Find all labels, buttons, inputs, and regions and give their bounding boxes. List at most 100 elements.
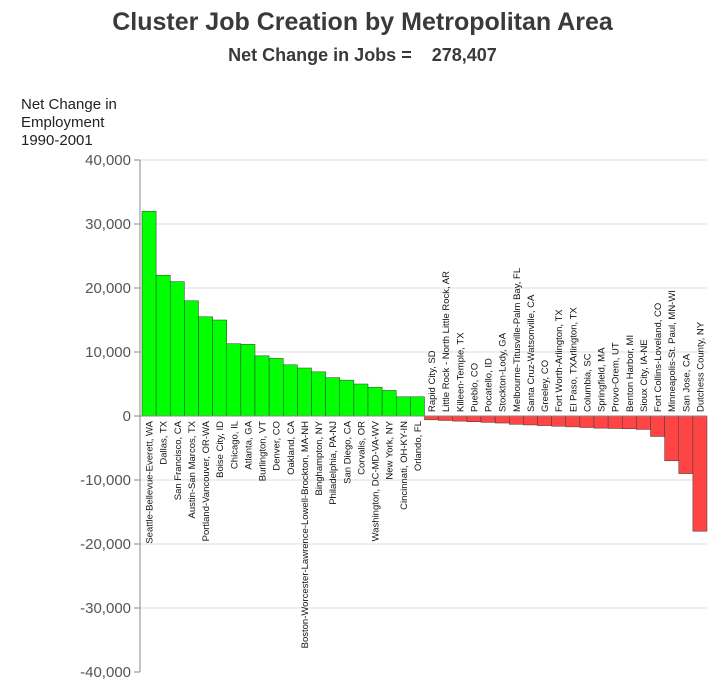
y-tick-label: -30,000 [80, 600, 131, 617]
category-label: Orlando, FL [413, 421, 424, 471]
category-label: Corvalis, OR [356, 421, 367, 475]
category-label: Benton Harbor, MI [625, 335, 636, 412]
bar [311, 371, 326, 417]
bar [268, 358, 284, 417]
y-tick-label: -20,000 [80, 536, 131, 553]
bar [141, 210, 157, 417]
chart-title: Cluster Job Creation by Metropolitan Are… [112, 8, 613, 36]
y-tick-label: -10,000 [80, 472, 131, 489]
bar [537, 415, 552, 426]
y-tick-labels: 40,000 30,000 20,000 10,000 0 -10,000 -20,000 -… [80, 152, 131, 681]
bar [170, 281, 185, 417]
bar [240, 344, 256, 417]
axes [134, 159, 707, 673]
category-label: Minneapolis-St. Paul, MN-WI [667, 290, 678, 412]
bar [607, 415, 623, 429]
category-label: Philadelphia, PA-NJ [328, 421, 339, 505]
category-label: Denver, CO [272, 421, 283, 471]
bar [692, 415, 708, 532]
bar [438, 415, 453, 421]
bar [480, 415, 496, 423]
category-label: Chicago, IL [229, 421, 240, 469]
category-label: San Jose, CA [681, 353, 692, 412]
category-label: Pueblo, CO [469, 363, 480, 412]
category-label: San Francisco, CA [173, 420, 184, 500]
bar [283, 364, 298, 417]
category-label: Stockton-Lody, GA [498, 332, 509, 412]
bar [381, 390, 397, 417]
y-tick-label: 0 [123, 408, 131, 425]
category-label: Fort Collins-Loveland, CO [653, 303, 664, 412]
bar [523, 415, 538, 426]
bar [650, 415, 665, 437]
category-label: Pocatello, ID [484, 358, 495, 412]
category-label: Dutchess County, NY [695, 321, 706, 412]
category-label: Boise City, ID [215, 421, 226, 478]
category-label: Little Rock - North Little Rock, AR [441, 271, 452, 412]
category-label: Fort Worth-Arlington, TX [554, 309, 565, 412]
category-label: Dallas, TX [159, 420, 170, 464]
y-tick-label: 40,000 [85, 152, 131, 169]
category-label: Columbia, SC [582, 353, 593, 412]
category-label: Washington, DC-MD-VA-WV [371, 420, 382, 541]
bar [424, 415, 439, 421]
category-label: Santa Cruz-Watsonville, CA [526, 294, 537, 412]
bar [466, 415, 482, 423]
bar [198, 316, 213, 417]
category-label: Seattle-Bellevue-Everett, WA [145, 420, 156, 543]
category-label: Sioux City, IA-NE [639, 339, 650, 412]
bar [565, 415, 581, 428]
bar [494, 415, 510, 424]
category-label: Portland-Vancouver, OR-WA [201, 420, 212, 541]
bar [410, 396, 425, 417]
bar [254, 355, 270, 417]
y-tick-label: 30,000 [85, 216, 131, 233]
category-label: New York, NY [385, 420, 396, 479]
y-tick-label: -40,000 [80, 664, 131, 681]
bar [297, 367, 312, 417]
category-label: Austin-San Marcos, TX [187, 420, 198, 518]
y-axis-label: Net Change in Employment 1990-2001 [21, 96, 117, 150]
bar [212, 319, 227, 417]
bar [339, 379, 355, 417]
category-label: Provo-Orem, UT [611, 342, 622, 412]
y-axis-label-line: 1990-2001 [21, 132, 93, 149]
category-label: Oakland, CA [286, 420, 297, 475]
category-label: Greeley, CO [540, 360, 551, 412]
category-label: Atlanta, GA [243, 420, 254, 469]
bar [396, 396, 411, 417]
bar [509, 415, 524, 425]
bar [184, 300, 199, 417]
category-label: Binghampton, NY [314, 420, 325, 495]
category-labels: Seattle-Bellevue-Everett, WA Dallas, TX Sa… [145, 268, 707, 649]
category-label: Killeen-Temple, TX [455, 332, 466, 412]
y-tick-label: 10,000 [85, 344, 131, 361]
bar [622, 415, 637, 430]
subtitle-value: 278,407 [431, 45, 497, 65]
bar [636, 415, 651, 430]
y-axis-label-line: Employment [21, 114, 105, 131]
bar [325, 377, 340, 417]
y-axis-label-line: Net Change in [21, 96, 117, 113]
category-label: San Diego, CA [342, 420, 353, 484]
chart-subtitle: Net Change in Jobs = 278,407 [0, 45, 725, 66]
category-label: Springfield, MA [597, 347, 608, 412]
bar [579, 415, 595, 428]
bar [551, 415, 566, 427]
category-label: El Paso, TXArlington, TX [568, 307, 579, 412]
bars [141, 210, 708, 532]
bar [452, 415, 468, 422]
bar [678, 415, 694, 474]
category-label: Cincinnati, OH-KY-IN [399, 421, 410, 510]
bar [353, 383, 369, 417]
subtitle-label: Net Change in Jobs = [228, 45, 412, 65]
category-label: Rapid City, SD [427, 350, 438, 412]
bar [367, 386, 383, 417]
bar [155, 274, 171, 417]
category-label: Boston-Worcester-Lawrence-Lowell-Brockto… [300, 421, 311, 649]
category-label: Melbourne-Titusville-Palm Bay, FL [512, 268, 523, 412]
bar [664, 415, 679, 462]
bar [593, 415, 609, 429]
category-label: Burlington, VT [258, 421, 269, 481]
